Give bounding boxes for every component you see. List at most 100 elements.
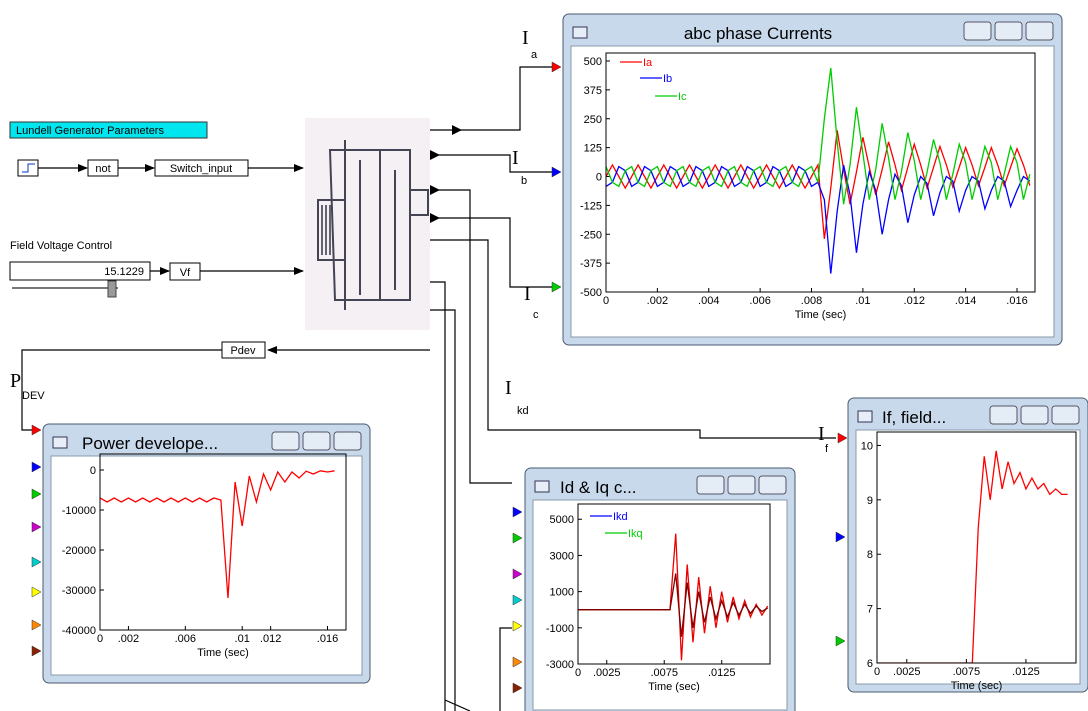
wire-down xyxy=(444,699,471,711)
signal-subscript: a xyxy=(531,49,538,61)
port xyxy=(31,424,42,436)
chart-window[interactable]: abc phase Currents 500 375 250 125 0 -125 -250 -… xyxy=(562,13,1063,346)
not-label: not xyxy=(95,163,110,175)
signal-subscript: c xyxy=(533,309,539,321)
signal-label: I xyxy=(512,147,519,169)
x-tick-label: 0 xyxy=(97,633,103,645)
window-title: If, field... xyxy=(882,408,946,427)
minimize-button[interactable] xyxy=(963,21,992,41)
chart-window[interactable]: If, field... 6 7 8 9 10 0 .0025 .0075 .0125 Time (… xyxy=(847,397,1088,693)
y-tick-label: 9 xyxy=(867,495,873,507)
y-tick-label: 125 xyxy=(584,143,602,155)
close-button[interactable] xyxy=(1025,21,1054,41)
chart-window[interactable]: Id & Iq c... 5000 3000 1000 -1000 -30000 .0025… xyxy=(524,467,796,711)
data-line xyxy=(606,67,1031,205)
wire-ia xyxy=(430,66,552,131)
wire-down xyxy=(430,309,456,711)
wire-down xyxy=(430,281,446,711)
y-tick-label: -30000 xyxy=(62,585,96,597)
maximize-button[interactable] xyxy=(1020,405,1049,425)
signal-subscript: DEV xyxy=(22,390,45,402)
maximize-button[interactable] xyxy=(727,475,756,495)
generator-sketch xyxy=(317,140,429,310)
x-tick-label: .016 xyxy=(317,633,338,645)
y-tick-label: -500 xyxy=(580,287,602,299)
close-button[interactable] xyxy=(333,431,362,451)
window-client xyxy=(50,455,363,676)
wire-pdev xyxy=(21,349,222,431)
y-tick-label: 5000 xyxy=(550,514,574,526)
signal-label: I xyxy=(524,283,531,305)
y-tick-label: -40000 xyxy=(62,625,96,637)
pdev-label: Pdev xyxy=(230,345,256,357)
port xyxy=(512,656,523,668)
maximize-button[interactable] xyxy=(994,21,1023,41)
wire-ic xyxy=(430,217,552,288)
port xyxy=(31,586,42,598)
y-tick-label: -10000 xyxy=(62,505,96,517)
window-icon xyxy=(52,436,68,449)
y-tick-label: -3000 xyxy=(546,659,574,671)
legend-label: Ia xyxy=(643,57,653,69)
y-tick-label: 6 xyxy=(867,658,873,670)
data-line xyxy=(606,130,1031,239)
y-tick-label: 375 xyxy=(584,85,602,97)
plot-frame xyxy=(99,453,347,631)
x-tick-label: .004 xyxy=(698,295,719,307)
port xyxy=(835,531,846,543)
y-tick-label: -250 xyxy=(580,229,602,241)
slider-thumb[interactable] xyxy=(107,280,117,298)
port xyxy=(512,620,523,632)
port xyxy=(31,619,42,631)
vf-label: Vf xyxy=(180,267,191,279)
minimize-button[interactable] xyxy=(696,475,725,495)
x-tick-label: 0 xyxy=(874,666,880,678)
x-axis-title: Time (sec) xyxy=(951,680,1003,692)
data-line xyxy=(100,470,335,599)
x-tick-label: .016 xyxy=(1006,295,1027,307)
generator-image[interactable] xyxy=(305,118,430,330)
close-button[interactable] xyxy=(758,475,787,495)
wire-down xyxy=(499,627,512,711)
chart-window[interactable]: Power develope... 0 -10000 -20000 -30000 -400… xyxy=(42,423,371,684)
generator-fins xyxy=(321,205,331,255)
signal-label: P xyxy=(10,370,21,392)
minimize-button[interactable] xyxy=(989,405,1018,425)
x-tick-label: .0025 xyxy=(893,666,921,678)
port xyxy=(837,432,848,444)
port xyxy=(512,532,523,544)
x-tick-label: .014 xyxy=(955,295,976,307)
signal-subscript: b xyxy=(521,175,527,187)
y-tick-label: -125 xyxy=(580,200,602,212)
port xyxy=(551,281,562,293)
parameters-button[interactable] xyxy=(9,121,208,139)
x-tick-label: .002 xyxy=(118,633,139,645)
plot-frame xyxy=(577,503,771,665)
window-icon xyxy=(534,480,550,493)
port xyxy=(512,594,523,606)
y-tick-label: 0 xyxy=(90,465,96,477)
port xyxy=(551,166,562,178)
legend-label: Ikq xyxy=(628,528,643,540)
close-button[interactable] xyxy=(1051,405,1080,425)
x-tick-label: .008 xyxy=(801,295,822,307)
x-tick-label: .01 xyxy=(235,633,250,645)
port xyxy=(551,61,562,73)
signal-label: I xyxy=(522,27,529,49)
window-title: Id & Iq c... xyxy=(560,478,637,497)
wire-ib xyxy=(430,154,552,173)
port xyxy=(31,461,42,473)
port xyxy=(512,506,523,518)
x-axis-title: Time (sec) xyxy=(197,647,249,659)
minimize-button[interactable] xyxy=(271,431,300,451)
maximize-button[interactable] xyxy=(302,431,331,451)
wire-if xyxy=(430,239,836,439)
signal-subscript: kd xyxy=(517,405,529,417)
plot-frame xyxy=(605,52,1036,293)
port xyxy=(31,521,42,533)
port xyxy=(31,488,42,500)
x-tick-label: .002 xyxy=(647,295,668,307)
arrow-heads xyxy=(430,125,462,223)
